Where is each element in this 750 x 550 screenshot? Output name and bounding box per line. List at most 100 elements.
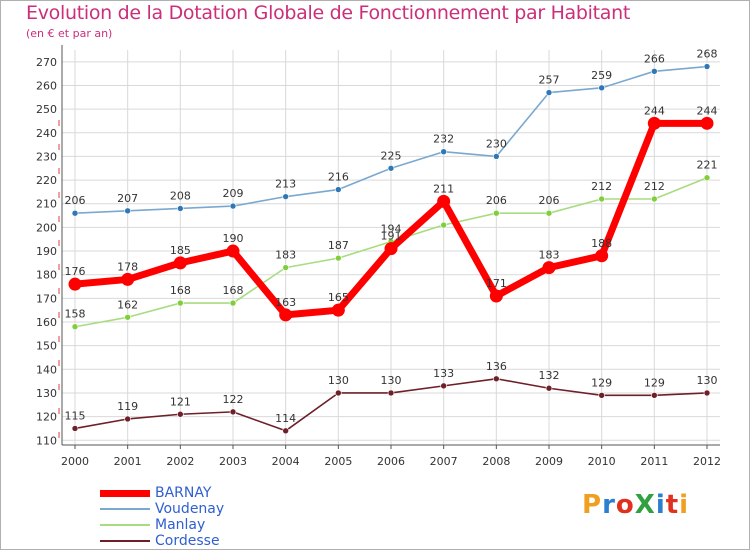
data-label: 176 xyxy=(65,265,86,278)
y-tick-label: 210 xyxy=(36,198,57,211)
point-barnay xyxy=(700,116,714,130)
data-label: 244 xyxy=(644,104,665,117)
data-label: 168 xyxy=(170,284,191,297)
point-cordesse xyxy=(703,389,711,397)
x-tick-label: 2007 xyxy=(430,455,458,468)
legend: BARNAY Voudenay Manlay Cordesse xyxy=(100,485,320,549)
legend-item-voudenay: Voudenay xyxy=(100,501,320,517)
point-voudenay xyxy=(229,202,237,210)
point-voudenay xyxy=(545,89,553,96)
y-tick-label: 150 xyxy=(36,340,57,353)
logo-letter: i xyxy=(655,490,666,520)
data-label: 136 xyxy=(486,360,507,373)
point-voudenay xyxy=(440,148,447,156)
point-barnay xyxy=(173,256,187,270)
y-tick-label: 250 xyxy=(36,103,57,116)
x-tick-label: 2004 xyxy=(272,455,300,468)
legend-swatch xyxy=(100,540,150,542)
data-label: 194 xyxy=(381,223,402,236)
point-barnay xyxy=(226,244,240,258)
point-barnay xyxy=(595,249,609,263)
point-voudenay xyxy=(335,186,342,193)
x-tick-label: 2011 xyxy=(640,455,668,468)
point-manlay xyxy=(229,299,237,307)
point-cordesse xyxy=(598,392,605,399)
logo-letter: r xyxy=(602,490,616,520)
point-manlay xyxy=(440,221,447,229)
data-label: 216 xyxy=(328,171,349,184)
data-label: 190 xyxy=(223,232,244,245)
logo-letter: t xyxy=(665,490,680,520)
logo-letter: X xyxy=(634,490,656,520)
point-cordesse xyxy=(177,410,184,418)
x-tick-label: 2010 xyxy=(588,455,616,468)
point-barnay xyxy=(121,272,135,286)
y-tick-label: 170 xyxy=(36,292,57,305)
data-label: 185 xyxy=(170,244,191,257)
data-label: 133 xyxy=(433,367,454,380)
data-label: 230 xyxy=(486,137,507,150)
point-voudenay xyxy=(598,84,605,92)
legend-label: Manlay xyxy=(155,517,206,533)
data-label: 183 xyxy=(275,249,296,262)
y-tick-label: 200 xyxy=(36,221,57,234)
x-tick-label: 2005 xyxy=(324,455,352,468)
y-tick-label: 240 xyxy=(36,127,57,140)
logo-letter: P xyxy=(582,490,603,520)
point-manlay xyxy=(493,209,500,217)
y-tick-label: 220 xyxy=(36,174,57,187)
data-label: 206 xyxy=(539,194,560,207)
point-barnay xyxy=(489,289,503,303)
data-label: 213 xyxy=(275,178,296,191)
y-tick-label: 130 xyxy=(36,387,57,400)
point-voudenay xyxy=(124,207,131,215)
point-barnay xyxy=(542,261,556,275)
data-label: 187 xyxy=(328,239,349,252)
point-cordesse xyxy=(335,389,342,397)
point-cordesse xyxy=(545,384,553,392)
data-label: 221 xyxy=(697,159,718,172)
point-voudenay xyxy=(387,164,395,172)
y-tick-label: 260 xyxy=(36,79,57,92)
data-label: 209 xyxy=(223,187,244,200)
logo-letter: i xyxy=(679,490,690,520)
point-barnay xyxy=(331,303,345,317)
x-tick-label: 2002 xyxy=(166,455,194,468)
point-voudenay xyxy=(71,209,79,217)
x-tick-label: 2006 xyxy=(377,455,405,468)
point-manlay xyxy=(71,323,79,331)
point-voudenay xyxy=(493,153,500,160)
y-tick-label: 120 xyxy=(36,411,57,424)
data-label: 129 xyxy=(591,376,612,389)
data-label: 208 xyxy=(170,189,191,202)
legend-label: Voudenay xyxy=(155,501,225,517)
data-label: 232 xyxy=(433,133,454,146)
point-manlay xyxy=(598,195,605,203)
point-cordesse xyxy=(229,408,237,416)
point-barnay xyxy=(647,116,661,130)
data-label: 183 xyxy=(539,249,560,262)
data-label: 165 xyxy=(328,291,349,304)
point-cordesse xyxy=(282,427,289,435)
data-label: 114 xyxy=(275,412,296,425)
y-tick-label: 110 xyxy=(36,434,57,447)
x-tick-label: 2000 xyxy=(61,455,89,468)
data-label: 178 xyxy=(117,260,138,273)
chart-title: Evolution de la Dotation Globale de Fonc… xyxy=(26,2,631,24)
y-tick-label: 160 xyxy=(36,316,57,329)
point-manlay xyxy=(282,264,289,271)
data-label: 211 xyxy=(433,182,454,195)
point-barnay xyxy=(437,194,451,208)
point-barnay xyxy=(68,277,82,291)
point-manlay xyxy=(124,313,131,321)
data-label: 115 xyxy=(65,409,86,422)
data-label: 266 xyxy=(644,52,665,65)
legend-swatch xyxy=(100,508,150,510)
data-label: 158 xyxy=(65,308,86,321)
data-label: 163 xyxy=(275,296,296,309)
legend-label: Cordesse xyxy=(155,533,220,549)
point-barnay xyxy=(279,308,293,322)
data-label: 129 xyxy=(644,376,665,389)
point-voudenay xyxy=(651,67,658,75)
